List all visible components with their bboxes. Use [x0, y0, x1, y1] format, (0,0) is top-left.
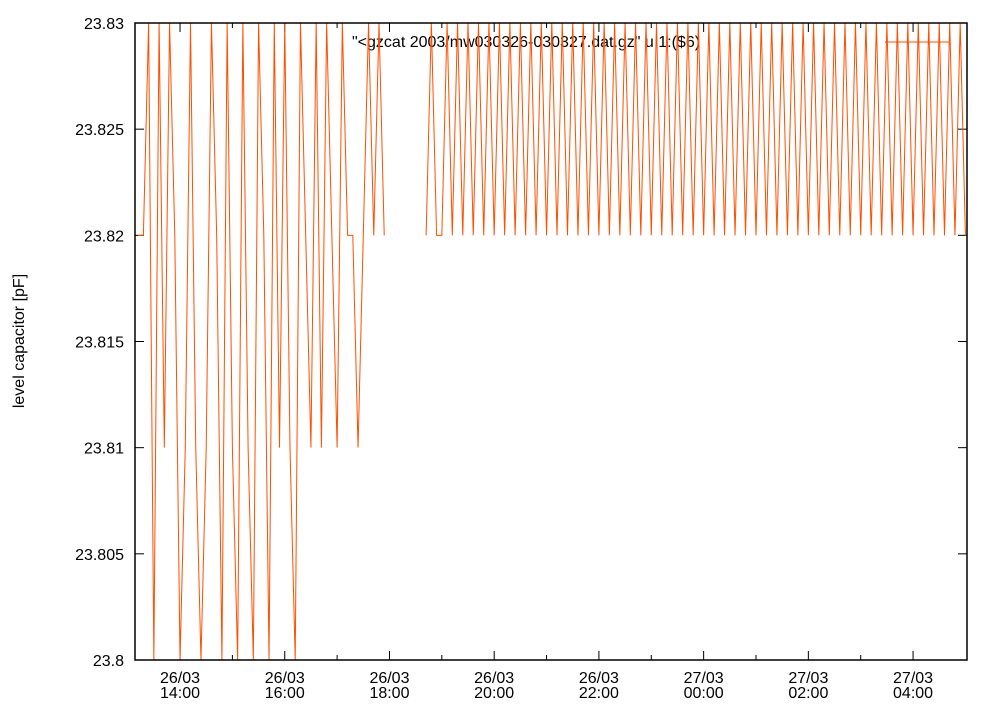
- y-tick-label: 23.82: [84, 228, 124, 245]
- x-tick-label: 26/03 14:00: [160, 670, 200, 700]
- plot-frame: [134, 22, 968, 661]
- y-tick-label: 23.825: [75, 122, 124, 139]
- x-tick-label: 26/03 16:00: [265, 670, 305, 700]
- x-tick-label: 27/03 04:00: [893, 670, 933, 700]
- y-axis-label: level capacitor [pF]: [11, 274, 28, 408]
- y-tick-label: 23.81: [84, 441, 124, 458]
- y-tick-label: 23.8: [93, 653, 124, 670]
- x-tick-label: 27/03 00:00: [684, 670, 724, 700]
- x-tick-label: 26/03 22:00: [579, 670, 619, 700]
- y-tick-label: 23.83: [84, 16, 124, 33]
- legend-label: "<gzcat 2003/mw030326-030327.dat.gz" u 1…: [352, 34, 700, 51]
- y-tick-label: 23.805: [75, 547, 124, 564]
- x-tick-label: 27/03 02:00: [788, 670, 828, 700]
- data-line: [138, 22, 966, 661]
- x-tick-label: 26/03 20:00: [474, 670, 514, 700]
- x-tick-label: 26/03 18:00: [369, 670, 409, 700]
- y-tick-label: 23.815: [75, 335, 124, 352]
